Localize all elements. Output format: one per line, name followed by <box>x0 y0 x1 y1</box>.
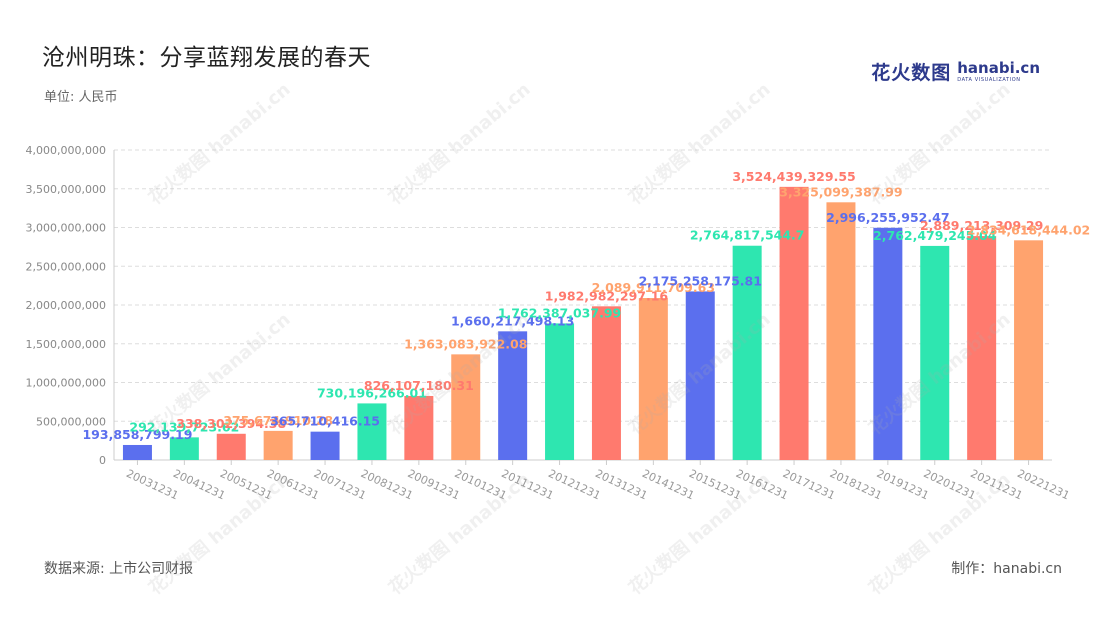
logo-en-text: hanabi.cn <box>957 58 1040 77</box>
page-title: 沧州明珠：分享蓝翔发展的春天 <box>42 45 371 71</box>
data-label: 2,764,817,544.7 <box>690 228 805 243</box>
bar <box>451 354 481 460</box>
x-tick-label: 20121231 <box>546 467 602 502</box>
bar <box>169 437 199 460</box>
x-tick-label: 20091231 <box>406 467 462 502</box>
data-label: 193,858,799.19 <box>82 427 192 442</box>
x-tick-label: 20081231 <box>359 467 415 502</box>
x-tick-label: 20041231 <box>171 467 227 502</box>
bar <box>826 202 856 460</box>
bar <box>404 395 434 460</box>
x-tick-label: 20171231 <box>781 467 837 502</box>
data-source-note: 数据来源: 上市公司财报 <box>44 561 194 577</box>
y-tick-label: 4,000,000,000 <box>26 144 106 157</box>
credit-note: 制作：hanabi.cn <box>951 561 1062 577</box>
bar <box>498 331 528 460</box>
x-tick-label: 20201231 <box>921 467 977 502</box>
y-tick-label: 0 <box>99 454 106 467</box>
data-label: 1,982,982,297.16 <box>545 288 669 303</box>
data-label: 2,889,213,309.29 <box>920 218 1043 233</box>
bar <box>357 403 387 460</box>
data-label: 3,325,099,387.99 <box>779 184 902 199</box>
bar <box>545 323 575 460</box>
bar <box>873 227 903 460</box>
logo-en-block: hanabi.cn DATA VISUALIZATION <box>957 58 1040 83</box>
y-tick-label: 3,500,000,000 <box>26 183 106 196</box>
data-label: 365,710,416.15 <box>270 414 380 429</box>
bar <box>732 245 762 460</box>
bar <box>1014 240 1044 460</box>
bar <box>967 236 997 460</box>
data-label: 2,996,255,952.47 <box>826 210 949 225</box>
unit-label: 单位: 人民币 <box>44 90 118 105</box>
bar <box>263 430 293 460</box>
x-tick-label: 20151231 <box>687 467 743 502</box>
y-tick-label: 1,000,000,000 <box>26 377 106 390</box>
y-tick-label: 2,500,000,000 <box>26 260 106 273</box>
x-tick-label: 20181231 <box>828 467 884 502</box>
data-label: 1,762,387,037.99 <box>498 305 621 320</box>
data-label: 826,107,180.31 <box>364 378 474 393</box>
x-tick-label: 20211231 <box>968 467 1024 502</box>
brand-logo: 花火数图 hanabi.cn DATA VISUALIZATION <box>871 58 1040 85</box>
data-label: 375,674,910.28 <box>223 413 333 428</box>
data-label: 1,363,083,922.08 <box>404 336 527 351</box>
bar <box>685 291 715 460</box>
x-tick-label: 20101231 <box>452 467 508 502</box>
data-label: 730,196,266.01 <box>317 385 427 400</box>
x-tick-label: 20111231 <box>499 467 555 502</box>
logo-en-sub-text: DATA VISUALIZATION <box>957 76 1021 83</box>
x-tick-label: 20031231 <box>124 467 180 502</box>
logo-cn-text: 花火数图 <box>871 62 952 84</box>
bar <box>310 431 340 460</box>
bar <box>216 433 246 460</box>
x-tick-label: 20131231 <box>593 467 649 502</box>
x-tick-label: 20061231 <box>265 467 321 502</box>
bar <box>779 186 809 460</box>
data-label: 2,834,618,444.02 <box>967 222 1090 237</box>
bar <box>122 444 152 460</box>
y-tick-label: 3,000,000,000 <box>26 222 106 235</box>
data-label: 1,660,217,498.13 <box>451 313 574 328</box>
bar <box>591 306 621 460</box>
x-tick-label: 20051231 <box>218 467 274 502</box>
data-label: 2,762,479,245.04 <box>873 228 997 243</box>
y-tick-label: 1,500,000,000 <box>26 338 106 351</box>
data-label: 3,524,439,329.55 <box>732 169 855 184</box>
x-tick-label: 20071231 <box>312 467 368 502</box>
data-label: 2,175,258,175.81 <box>639 273 762 288</box>
x-tick-label: 20191231 <box>875 467 931 502</box>
y-tick-label: 500,000,000 <box>36 415 106 428</box>
bar <box>638 298 668 460</box>
y-tick-label: 2,000,000,000 <box>26 299 106 312</box>
x-tick-label: 20221231 <box>1015 467 1071 502</box>
data-label: 338,302,394.38 <box>176 416 286 431</box>
data-label: 2,089,911,709.63 <box>592 280 715 295</box>
x-tick-label: 20161231 <box>734 467 790 502</box>
bar <box>920 245 950 460</box>
x-tick-label: 20141231 <box>640 467 696 502</box>
data-label: 292,139,723.62 <box>129 419 239 434</box>
